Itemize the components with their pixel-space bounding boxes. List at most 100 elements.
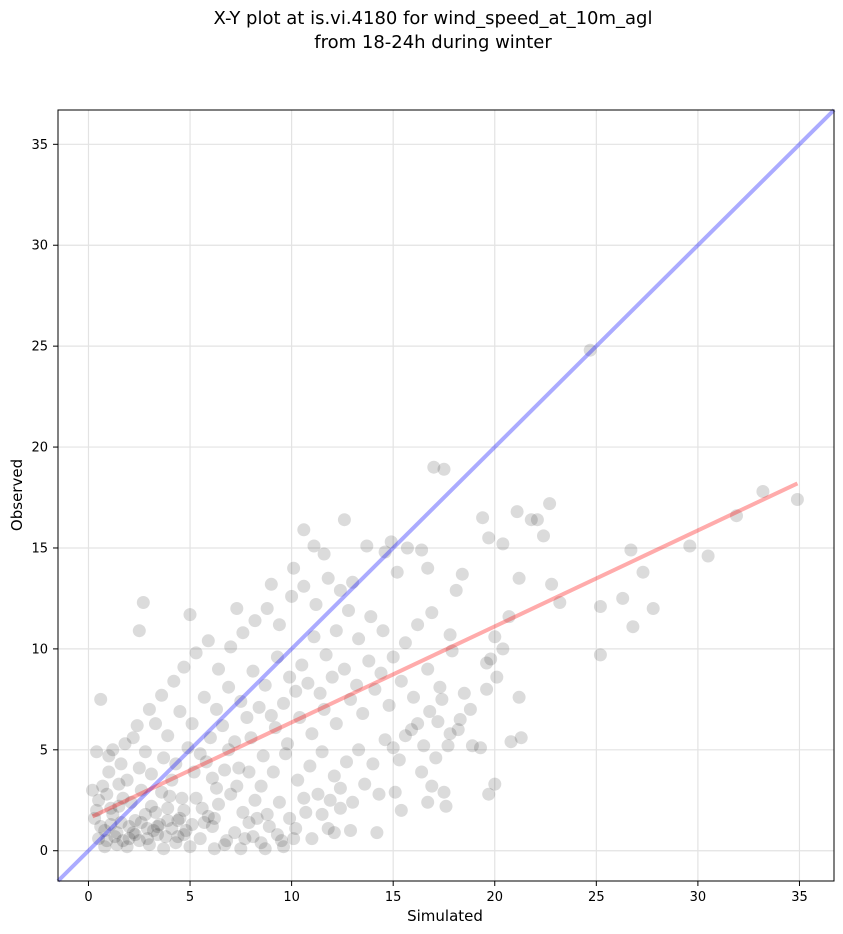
x-tick-label: 30: [690, 890, 707, 905]
data-point: [177, 828, 191, 842]
data-point: [346, 795, 360, 809]
chart-title: X-Y plot at is.vi.4180 for wind_speed_at…: [214, 8, 653, 53]
data-point: [228, 735, 242, 749]
data-point: [252, 700, 266, 714]
data-point: [441, 739, 455, 753]
data-point: [189, 791, 203, 805]
data-point: [344, 824, 357, 837]
data-point: [157, 751, 171, 765]
data-point: [344, 692, 357, 706]
data-point: [153, 818, 167, 831]
data-point: [199, 755, 213, 769]
data-point: [201, 809, 215, 823]
data-point: [238, 832, 252, 846]
y-tick-label: 0: [40, 844, 48, 859]
data-point: [185, 818, 199, 831]
data-point: [295, 658, 309, 672]
data-point: [90, 745, 104, 759]
data-point: [104, 818, 118, 831]
data-point: [437, 462, 451, 476]
lines-layer: [56, 108, 836, 883]
data-point: [512, 690, 526, 704]
data-point: [583, 343, 597, 357]
data-point: [455, 567, 469, 581]
data-point: [246, 664, 260, 678]
data-point: [457, 686, 471, 700]
data-point: [171, 830, 185, 844]
x-axis-ticks: 0 5 10 15 20 25 30 35: [84, 881, 808, 905]
data-point: [90, 803, 104, 817]
data-point: [264, 709, 278, 722]
data-point: [212, 797, 225, 811]
data-point: [329, 624, 343, 638]
data-point: [352, 743, 366, 757]
data-point: [490, 670, 504, 684]
data-point: [112, 777, 126, 791]
data-point: [327, 826, 341, 840]
plot-frame: [57, 109, 835, 882]
data-point: [366, 757, 380, 771]
data-point: [181, 741, 195, 755]
data-point: [106, 743, 120, 757]
data-point: [411, 717, 425, 731]
chart-title-line-2: from 18-24h during winter: [314, 32, 552, 53]
data-point: [283, 811, 297, 825]
data-point: [297, 579, 311, 593]
data-point: [333, 583, 347, 597]
data-point: [285, 589, 299, 603]
data-point: [411, 618, 425, 632]
data-point: [305, 832, 319, 846]
data-point: [392, 753, 406, 767]
data-point: [329, 717, 343, 731]
data-point: [177, 803, 191, 817]
data-point: [116, 791, 130, 805]
data-point: [303, 759, 317, 773]
data-point: [272, 618, 286, 632]
data-point: [346, 575, 360, 589]
data-point: [360, 539, 374, 553]
data-point: [108, 830, 122, 844]
data-point: [270, 828, 284, 842]
data-point: [453, 713, 467, 726]
data-point: [264, 577, 278, 591]
data-point: [433, 680, 447, 694]
data-point: [350, 678, 364, 692]
data-point: [423, 705, 437, 718]
data-point: [333, 781, 347, 795]
data-point: [465, 739, 479, 753]
data-point: [140, 832, 154, 846]
data-point: [155, 785, 169, 799]
data-point: [210, 702, 223, 716]
data-point: [122, 820, 136, 833]
data-point: [210, 781, 223, 795]
data-point: [149, 805, 162, 819]
data-point: [134, 816, 148, 829]
data-point: [138, 807, 152, 821]
data-point: [272, 795, 286, 809]
data-point: [482, 531, 496, 545]
data-point: [512, 571, 526, 585]
data-point: [496, 642, 510, 656]
data-point: [386, 650, 400, 664]
data-point: [222, 680, 236, 694]
data-point: [248, 614, 262, 628]
data-point: [268, 721, 282, 735]
data-point: [193, 832, 207, 846]
data-point: [283, 670, 297, 684]
data-point: [435, 692, 449, 706]
data-point: [230, 602, 244, 615]
data-point: [421, 662, 435, 676]
data-point: [242, 816, 256, 829]
data-point: [163, 789, 177, 803]
data-point: [185, 717, 199, 731]
data-point: [132, 761, 146, 775]
data-point: [179, 824, 193, 837]
data-point: [155, 688, 169, 702]
data-point: [98, 824, 112, 837]
data-point: [197, 816, 211, 829]
data-point: [147, 824, 160, 837]
data-point: [287, 832, 301, 846]
data-point: [504, 735, 518, 749]
data-point: [124, 795, 138, 809]
data-point: [169, 836, 183, 850]
